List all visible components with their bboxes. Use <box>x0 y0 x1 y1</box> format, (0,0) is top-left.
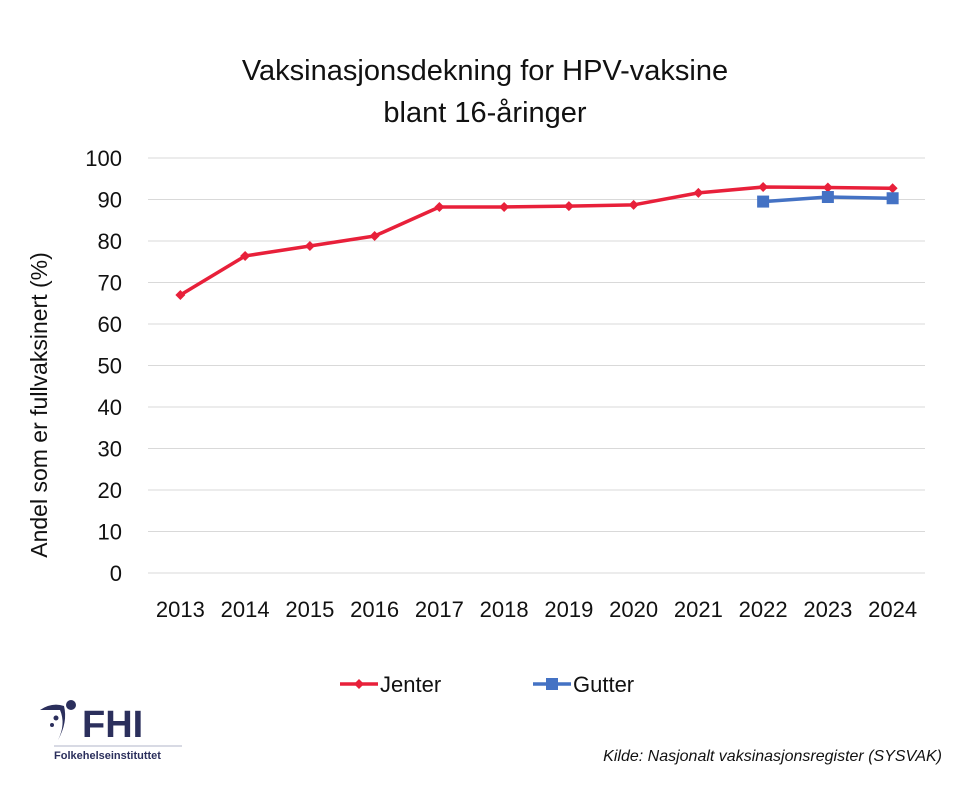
y-tick-label: 30 <box>98 437 122 462</box>
legend-marker-gutter <box>546 678 558 690</box>
data-point-jenter <box>887 183 898 194</box>
fhi-logo: FHI Folkehelseinstituttet <box>38 696 188 771</box>
y-tick-label: 60 <box>98 312 122 337</box>
series-line-jenter <box>179 185 893 297</box>
data-point-jenter <box>563 201 574 212</box>
x-tick-label: 2021 <box>674 597 723 622</box>
chart-title-line-2: blant 16-åringer <box>383 97 587 129</box>
y-axis-label: Andel som er fullvaksinert (%) <box>26 252 52 558</box>
data-point-jenter <box>822 182 833 193</box>
data-point-jenter <box>304 240 315 251</box>
legend-marker-jenter <box>354 679 364 689</box>
fhi-logo-mark-icon: FHI Folkehelseinstituttet <box>40 700 182 762</box>
data-point-jenter <box>175 289 186 300</box>
y-tick-label: 80 <box>98 229 122 254</box>
x-tick-label: 2024 <box>868 597 917 622</box>
y-tick-label: 70 <box>98 271 122 296</box>
data-point-jenter <box>240 250 251 261</box>
x-tick-label: 2017 <box>415 597 464 622</box>
data-point-gutter <box>757 195 770 208</box>
legend-label-gutter: Gutter <box>573 672 634 697</box>
logo-text: FHI <box>82 704 143 746</box>
x-tick-label: 2013 <box>156 597 205 622</box>
data-point-jenter <box>499 201 510 212</box>
data-point-jenter <box>434 201 445 212</box>
y-tick-label: 0 <box>110 561 122 586</box>
data-point-jenter <box>758 182 769 193</box>
data-point-gutter <box>886 192 899 205</box>
source-note: Kilde: Nasjonalt vaksinasjonsregister (S… <box>603 748 942 765</box>
y-tick-label: 20 <box>98 478 122 503</box>
y-tick-label: 10 <box>98 520 122 545</box>
logo-subtitle: Folkehelseinstituttet <box>54 750 161 762</box>
data-point-jenter <box>628 199 639 210</box>
data-point-gutter <box>821 191 834 204</box>
x-tick-label: 2018 <box>480 597 529 622</box>
x-tick-label: 2014 <box>221 597 270 622</box>
y-tick-label: 40 <box>98 395 122 420</box>
x-tick-label: 2019 <box>544 597 593 622</box>
x-tick-label: 2022 <box>739 597 788 622</box>
data-point-jenter <box>369 231 380 242</box>
y-tick-label: 50 <box>98 354 122 379</box>
data-point-jenter <box>693 187 704 198</box>
legend-label-jenter: Jenter <box>380 672 441 697</box>
chart-title-line-1: Vaksinasjonsdekning for HPV-vaksine <box>241 55 729 87</box>
x-tick-label: 2015 <box>285 597 334 622</box>
y-tick-label: 90 <box>98 188 122 213</box>
x-tick-label: 2020 <box>609 597 658 622</box>
x-tick-label: 2016 <box>350 597 399 622</box>
x-tick-label: 2023 <box>803 597 852 622</box>
y-tick-label: 100 <box>85 146 122 171</box>
